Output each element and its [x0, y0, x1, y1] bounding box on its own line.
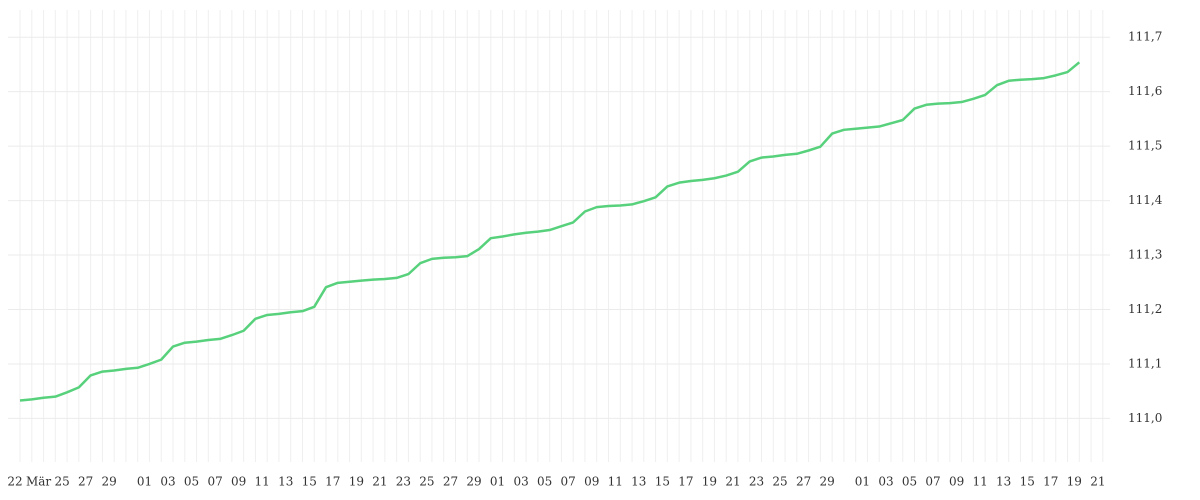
- x-tick-label: 22: [7, 475, 22, 489]
- x-tick-label: 05: [537, 475, 552, 489]
- y-tick-label: 111,7: [1128, 30, 1162, 44]
- x-tick-label: 05: [902, 475, 917, 489]
- price-line: [19, 61, 1081, 402]
- y-tick-label: 111,3: [1128, 248, 1162, 262]
- x-tick-label: 17: [325, 475, 340, 489]
- x-tick-label: 01: [137, 475, 152, 489]
- x-tick-label: 27: [796, 475, 811, 489]
- x-tick-label: 23: [396, 475, 411, 489]
- x-tick-label: 19: [349, 475, 364, 489]
- x-tick-label: 21: [1090, 475, 1105, 489]
- x-tick-label: 25: [772, 475, 787, 489]
- y-tick-label: 111,0: [1128, 411, 1162, 425]
- x-tick-label: 25: [54, 475, 69, 489]
- x-tick-label: 09: [231, 475, 246, 489]
- x-tick-label: 13: [278, 475, 293, 489]
- y-tick-label: 111,4: [1128, 193, 1163, 207]
- x-tick-label: 15: [1020, 475, 1035, 489]
- y-tick-label: 111,1: [1128, 356, 1162, 370]
- x-tick-label: 11: [972, 475, 987, 489]
- x-tick-label: 03: [513, 475, 528, 489]
- x-tick-label: 07: [207, 475, 222, 489]
- y-tick-label: 111,6: [1128, 84, 1162, 98]
- x-tick-label: 17: [678, 475, 693, 489]
- x-tick-label: 19: [1067, 475, 1082, 489]
- x-tick-label: 15: [655, 475, 670, 489]
- x-tick-label: 27: [443, 475, 458, 489]
- x-tick-label: 17: [1043, 475, 1058, 489]
- x-tick-label: 11: [255, 475, 270, 489]
- x-tick-label: 29: [819, 475, 834, 489]
- x-tick-label: 07: [561, 475, 576, 489]
- x-tick-label: 29: [466, 475, 481, 489]
- x-tick-label: 21: [372, 475, 387, 489]
- x-tick-label: 21: [725, 475, 740, 489]
- x-tick-label: 25: [419, 475, 434, 489]
- x-tick-label: 03: [878, 475, 893, 489]
- x-tick-label: 15: [302, 475, 317, 489]
- x-tick-label: 29: [102, 475, 117, 489]
- x-tick-label: 07: [925, 475, 940, 489]
- x-tick-label: 11: [608, 475, 623, 489]
- x-tick-label: 13: [996, 475, 1011, 489]
- x-tick-label: 03: [160, 475, 175, 489]
- x-tick-label: 01: [855, 475, 870, 489]
- x-tick-label: 01: [490, 475, 505, 489]
- x-tick-label: 09: [584, 475, 599, 489]
- x-tick-label: 09: [949, 475, 964, 489]
- x-tick-label: 05: [184, 475, 199, 489]
- y-tick-label: 111,2: [1128, 302, 1162, 316]
- x-tick-label: 13: [631, 475, 646, 489]
- x-tick-label: 19: [702, 475, 717, 489]
- y-tick-label: 111,5: [1128, 139, 1162, 153]
- x-tick-label: Mär: [26, 475, 51, 489]
- x-tick-label: 27: [78, 475, 93, 489]
- x-tick-label: 23: [749, 475, 764, 489]
